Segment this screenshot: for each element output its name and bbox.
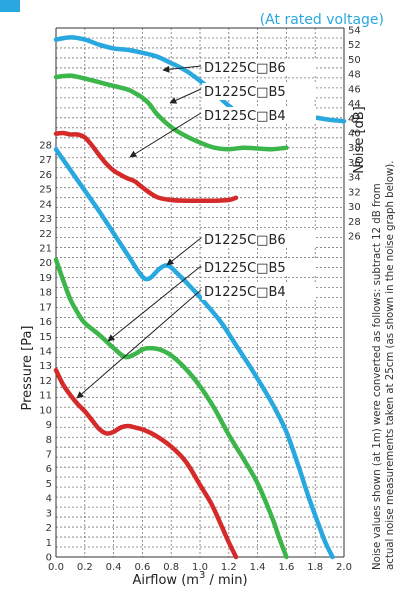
pressure-tick-label: 12 (39, 376, 52, 387)
pressure-tick-label: 11 (39, 391, 52, 402)
pressure-tick-label: 17 (39, 302, 52, 313)
pressure-curve-b5 (53, 257, 289, 560)
noise-tick-label: 54 (348, 26, 361, 37)
noise-tick-label: 28 (348, 217, 361, 228)
pressure-tick-label: 7 (46, 450, 52, 461)
x-tick-label: 1.4 (250, 562, 266, 573)
x-tick-label: 0.2 (77, 562, 93, 573)
noise-tick-label: 52 (348, 40, 361, 51)
pressure-tick-label: 0 (46, 553, 52, 564)
noise-tick-label: 40 (348, 129, 361, 140)
callout-label-noise-b5: D1225C□B5 (204, 85, 286, 100)
pressure-tick-label: 24 (39, 199, 52, 210)
x-tick-label: 1.8 (307, 562, 323, 573)
noise-tick-label: 38 (348, 143, 361, 154)
pressure-tick-label: 9 (46, 420, 52, 431)
noise-tick-label: 36 (348, 158, 361, 169)
noise-tick-label: 30 (348, 202, 361, 213)
pressure-tick-labels: 0123456789101112131415161718192021222324… (39, 141, 52, 564)
x-tick-label: 0.0 (48, 562, 64, 573)
x-tick-label: 1.6 (278, 562, 294, 573)
noise-tick-label: 46 (348, 84, 361, 95)
pressure-tick-label: 23 (39, 214, 52, 225)
x-tick-label: 2.0 (336, 562, 352, 573)
pressure-tick-label: 8 (46, 435, 52, 446)
pressure-curve-b6 (53, 147, 335, 560)
noise-curve-b4 (53, 130, 239, 203)
callout-arrow (129, 112, 202, 158)
pressure-tick-label: 13 (39, 361, 52, 372)
pressure-curve-b4 (53, 367, 239, 560)
pressure-tick-label: 26 (39, 170, 52, 181)
callout-label-background (202, 107, 316, 124)
noise-tick-label: 44 (348, 99, 361, 110)
pressure-tick-label: 18 (39, 288, 52, 299)
noise-tick-label: 26 (348, 232, 361, 243)
noise-tick-label: 48 (348, 70, 361, 81)
callout-label-pressure-b6: D1225C□B6 (204, 233, 286, 248)
x-tick-label: 0.4 (106, 562, 122, 573)
callout-label-background (202, 231, 316, 248)
callout-label-background (202, 259, 316, 276)
pressure-tick-label: 21 (39, 244, 52, 255)
x-axis-label-superscript: 3 (199, 570, 205, 581)
pressure-tick-label: 25 (39, 185, 52, 196)
pressure-tick-label: 2 (46, 523, 52, 534)
series-curves (53, 35, 347, 560)
y-axis-label-noise: Noise [dB] (352, 106, 367, 174)
callout-label-noise-b6: D1225C□B6 (204, 61, 286, 76)
callout-label-pressure-b5: D1225C□B5 (204, 261, 286, 276)
callout-arrow (76, 289, 202, 399)
plot-frame (55, 27, 345, 558)
callout-arrow (166, 237, 202, 266)
pressure-tick-label: 20 (39, 258, 52, 269)
series-callouts: D1225C□B6 D1225C□B5 D1225C□B4 D1225C□B6 D122… (76, 59, 316, 399)
callout-label-pressure-b4: D1225C□B4 (204, 285, 286, 300)
noise-conversion-note-line1: Noise values shown (at 1m) were converte… (372, 183, 383, 570)
y-axis-label-pressure: Pressure [Pa] (20, 325, 35, 410)
pressure-tick-label: 16 (39, 317, 52, 328)
callout-label-background (202, 59, 316, 76)
callout-label-noise-b4: D1225C□B4 (204, 109, 286, 124)
x-axis-label: Airflow (m3 / min) (132, 570, 247, 588)
pressure-tick-label: 28 (39, 141, 52, 152)
x-tick-label: 0.8 (163, 562, 179, 573)
x-tick-label: 0.6 (134, 562, 150, 573)
pressure-tick-label: 5 (46, 479, 52, 490)
callout-arrow (169, 88, 202, 104)
x-axis-label-main: Airflow (m (132, 573, 199, 588)
pressure-tick-label: 15 (39, 332, 52, 343)
x-tick-label: 1.2 (221, 562, 237, 573)
noise-tick-labels: 26 28 30 32 34 36 38 40 42 44 46 48 50 52 54 (348, 26, 361, 243)
callout-arrow (107, 265, 202, 342)
pressure-tick-label: 10 (39, 405, 52, 416)
pressure-tick-label: 4 (46, 494, 52, 505)
header-fragment (0, 0, 20, 12)
callout-arrow (162, 65, 202, 73)
pressure-tick-label: 6 (46, 464, 52, 475)
noise-tick-label: 42 (348, 114, 361, 125)
x-axis-label-end: / min) (205, 573, 247, 588)
callout-label-background (202, 83, 316, 100)
noise-curve-b5 (53, 73, 289, 152)
rated-voltage-condition: (At rated voltage) (260, 12, 384, 28)
pressure-tick-label: 22 (39, 229, 52, 240)
noise-tick-label: 50 (348, 55, 361, 66)
pressure-tick-label: 1 (46, 538, 52, 549)
pressure-tick-label: 3 (46, 508, 52, 519)
callout-label-background (202, 283, 316, 300)
pressure-tick-label: 14 (39, 347, 52, 358)
x-tick-label: 1.0 (192, 562, 208, 573)
noise-tick-label: 34 (348, 173, 361, 184)
x-tick-labels: 0.0 0.2 0.4 0.6 0.8 1.0 1.2 1.4 1.6 1.8 2.0 (48, 562, 352, 573)
noise-conversion-note-line2: actual noise measurements taken at 25cm … (385, 160, 396, 570)
noise-tick-label: 32 (348, 187, 361, 198)
pressure-tick-label: 27 (39, 155, 52, 166)
pressure-tick-label: 19 (39, 273, 52, 284)
